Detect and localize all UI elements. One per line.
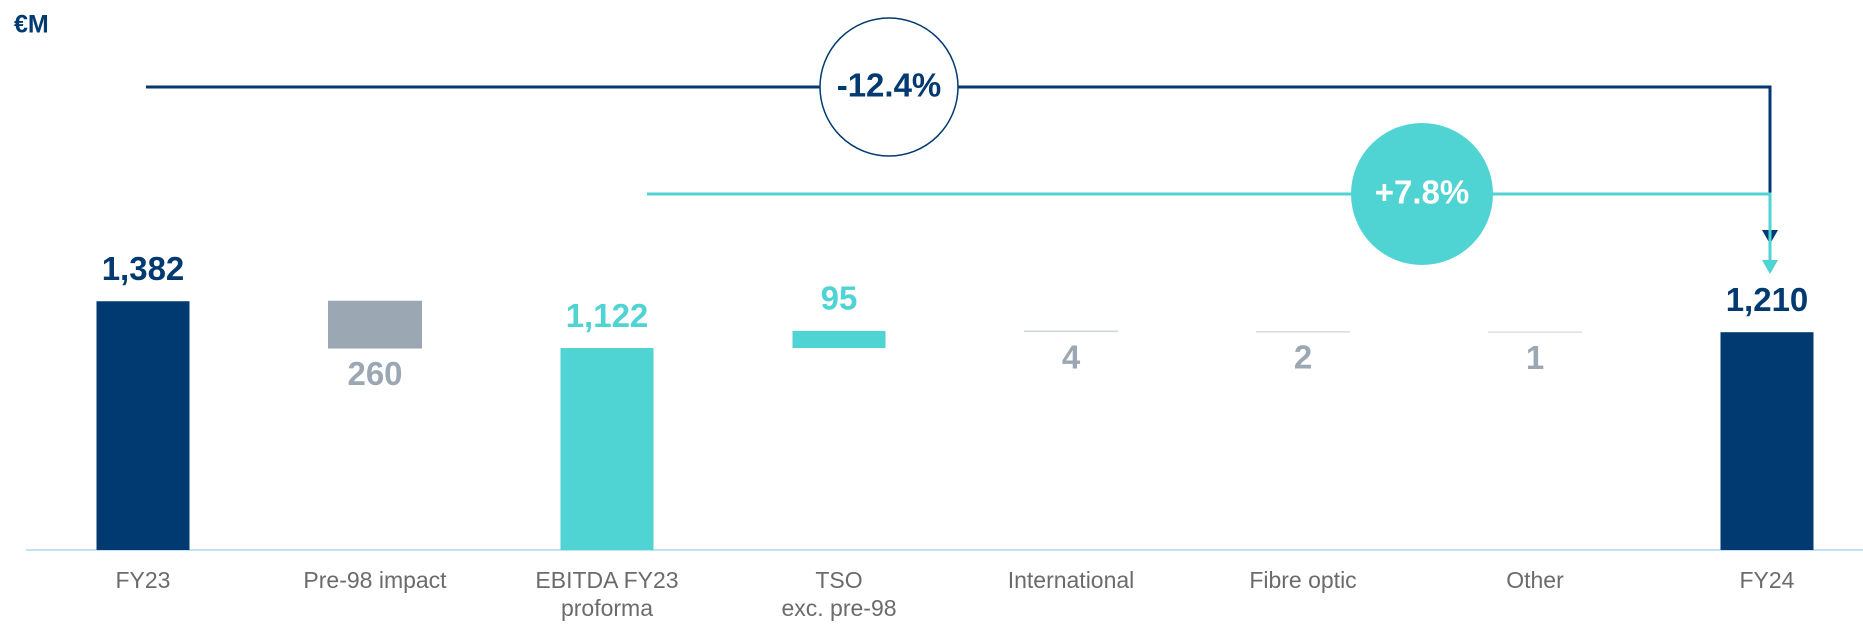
unit-label: €M (14, 11, 49, 39)
value-label: 1,210 (1726, 281, 1809, 318)
bar (1024, 330, 1118, 333)
bracket-line (146, 85, 1772, 232)
bracket-line (647, 192, 1772, 262)
annotation-circle (1351, 123, 1493, 265)
annotation: -12.4% (837, 67, 942, 104)
value-label: 1,122 (566, 297, 649, 334)
x-tick-label: Fibre optic (1249, 567, 1357, 593)
arrow-head (1762, 260, 1778, 274)
bar (792, 330, 886, 349)
value-label: 2 (1294, 339, 1312, 376)
value-label: 260 (347, 355, 402, 392)
annotation: +7.8% (1375, 174, 1470, 211)
x-tick-label: Pre-98 impact (303, 567, 447, 593)
x-tick-label: Other (1506, 567, 1564, 593)
x-tick-label: FY24 (1739, 567, 1795, 593)
x-tick-label: International (1007, 567, 1135, 593)
value-label: 95 (821, 280, 858, 317)
value-label: 1,382 (102, 250, 185, 287)
annotation-circle (819, 17, 959, 157)
x-tick-label: EBITDA FY23 proforma (535, 567, 679, 621)
bar (1720, 332, 1814, 550)
bar (96, 301, 190, 550)
x-tick-label: TSO exc. pre-98 (781, 567, 897, 621)
value-label: 1 (1526, 339, 1544, 376)
x-tick-label: FY23 (115, 567, 171, 593)
bar (328, 300, 422, 349)
bar (560, 348, 654, 550)
value-label: 4 (1062, 338, 1081, 375)
